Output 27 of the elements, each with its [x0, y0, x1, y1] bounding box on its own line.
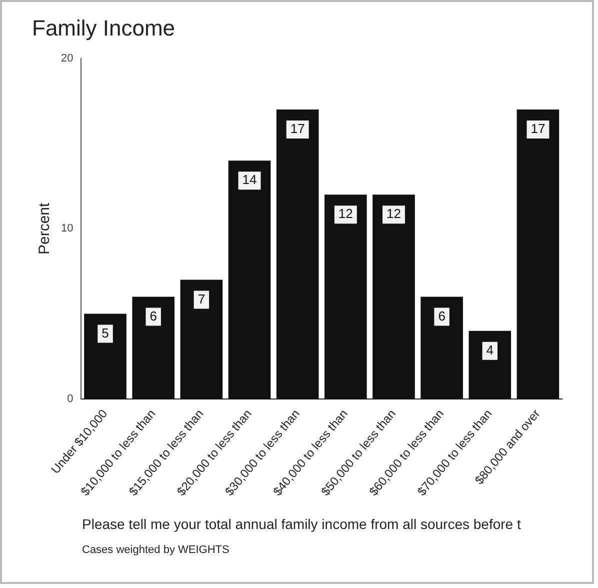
bar — [516, 109, 560, 399]
y-tick-label: 20 — [60, 52, 74, 64]
text: Cases weighted by WEIGHTS — [82, 544, 230, 556]
bar — [84, 314, 126, 399]
bar — [468, 330, 512, 399]
bar — [420, 296, 463, 399]
data-label: 5 — [102, 325, 109, 340]
text: Please tell me your total annual family income from all sources before t — [82, 516, 522, 532]
bar — [276, 109, 319, 399]
bar — [324, 194, 367, 399]
data-label: 12 — [338, 206, 353, 222]
data-label: 17 — [290, 121, 305, 136]
bar — [228, 160, 271, 399]
bar — [180, 280, 223, 399]
bar — [132, 296, 175, 399]
data-label: 6 — [438, 308, 446, 324]
chart-title: Family Income — [32, 15, 176, 40]
data-label: 7 — [198, 291, 206, 306]
data-label: 6 — [150, 308, 157, 324]
bar — [372, 194, 415, 399]
data-label: 17 — [530, 121, 546, 136]
data-label: 12 — [386, 206, 401, 222]
data-label: 4 — [486, 342, 494, 358]
y-tick-label: 10 — [60, 222, 74, 235]
y-axis-title: Percent — [36, 202, 54, 255]
y-tick-label: 0 — [67, 392, 74, 405]
data-label: 14 — [242, 172, 257, 188]
